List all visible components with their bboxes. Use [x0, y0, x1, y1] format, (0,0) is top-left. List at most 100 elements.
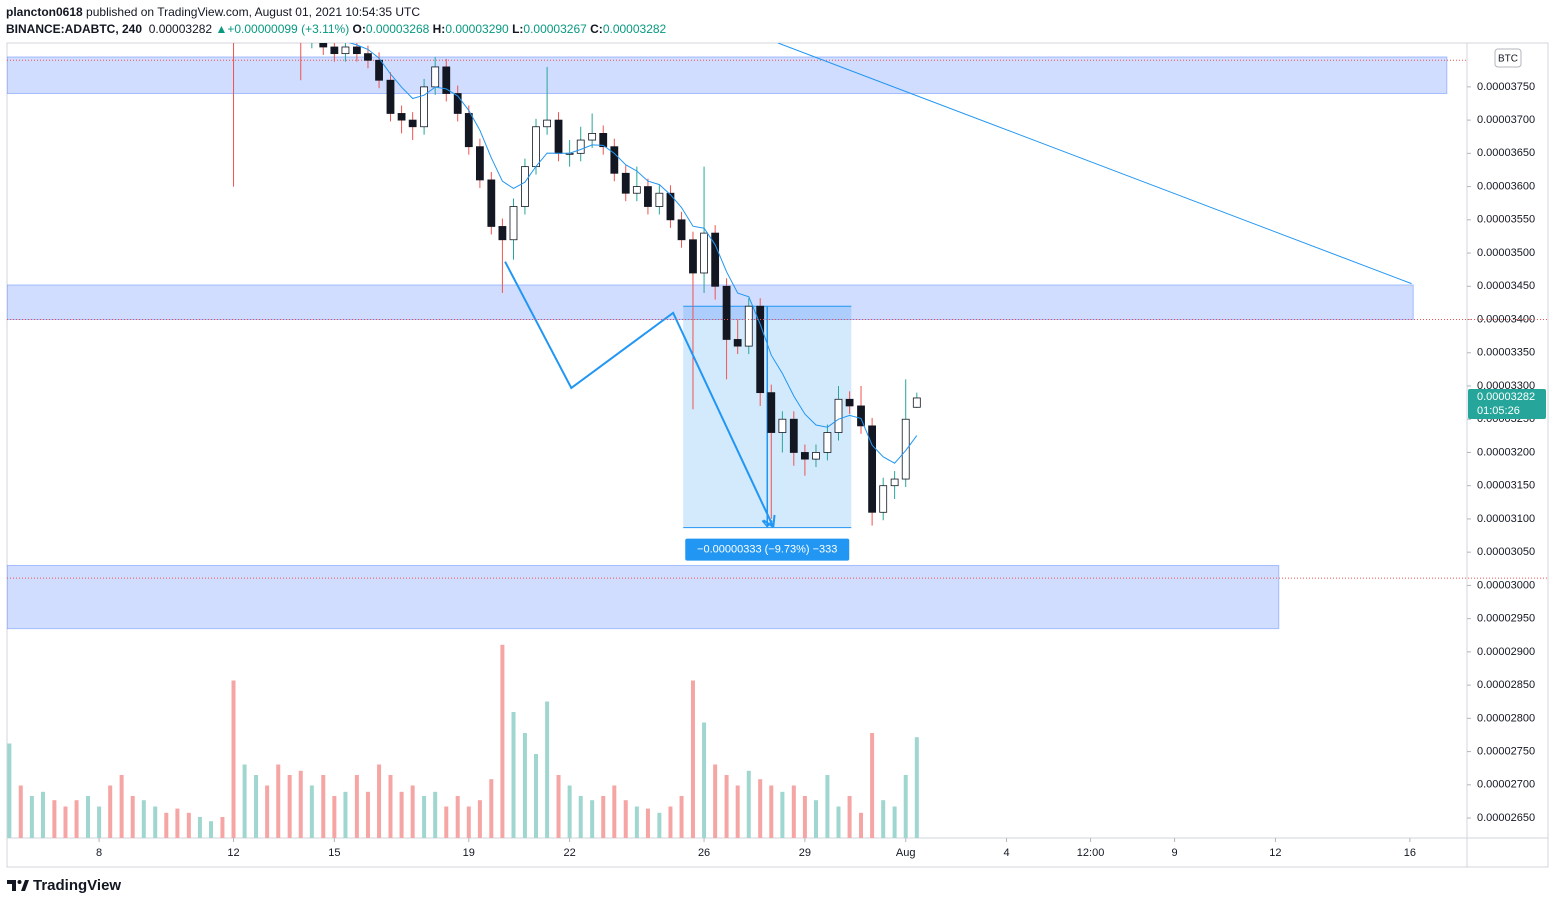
candle-body — [744, 305, 753, 347]
candle-body — [901, 418, 910, 480]
ohlc-key: C: — [590, 22, 603, 36]
candle-body — [219, 7, 226, 14]
candle-body — [6, 0, 13, 7]
candle-body — [73, 7, 80, 14]
candle-body — [498, 226, 507, 241]
volume-bar — [186, 812, 191, 838]
candle-body — [711, 232, 720, 287]
candle-body — [431, 66, 440, 88]
candle-body — [297, 34, 304, 41]
volume-bar — [813, 800, 818, 838]
volume-bar — [914, 737, 919, 838]
volume-bar — [657, 812, 662, 838]
ohlc: O:0.00003268 H:0.00003290 L:0.00003267 C… — [353, 22, 667, 36]
candle-body — [879, 485, 888, 513]
candle-body — [912, 397, 921, 408]
volume-bar — [892, 806, 897, 838]
price-badge-value: 0.00003282 — [1477, 391, 1535, 403]
x-tick-label: 8 — [96, 847, 102, 859]
volume-bar — [758, 779, 763, 838]
candle-body — [341, 46, 350, 55]
candle-body — [408, 119, 417, 128]
currency: BTC — [1498, 54, 1518, 65]
candle-body — [576, 139, 585, 154]
candle-body — [308, 34, 315, 41]
candle-body — [185, 14, 192, 21]
volume-bar — [141, 800, 146, 838]
candle-body — [62, 0, 69, 7]
volume-bar — [690, 680, 695, 838]
frame — [6, 42, 1549, 868]
candle-body — [96, 0, 103, 4]
candle-body — [689, 239, 697, 274]
y-tick-label: 0.00003200 — [1477, 446, 1535, 458]
candle-body — [464, 113, 473, 148]
candle-body — [834, 398, 843, 433]
y-tick-label: 0.00003550 — [1477, 214, 1535, 226]
candle-body — [778, 418, 787, 433]
volume-bar — [265, 785, 270, 838]
candle-body — [666, 192, 675, 221]
volume-bar — [97, 806, 102, 838]
candle-body — [241, 14, 248, 27]
volume-bar — [511, 712, 516, 838]
y-tick-label: 0.00002750 — [1477, 745, 1535, 757]
candle-body — [475, 146, 484, 181]
volume-bar — [422, 796, 427, 838]
volume-bar — [634, 806, 639, 838]
volume-bar — [735, 785, 740, 838]
volume-bar — [534, 754, 539, 838]
candle-body — [487, 179, 496, 227]
x-tick-label: 22 — [563, 847, 575, 859]
volume-bar — [466, 806, 471, 838]
volume-bar — [780, 791, 785, 838]
volume-bar — [29, 796, 34, 838]
volume-bar — [63, 806, 68, 838]
volume-bar — [847, 796, 852, 838]
volume-bar — [108, 785, 113, 838]
x-tick-label: 15 — [328, 847, 340, 859]
candle-body — [857, 405, 865, 427]
measure-label: −0.00000333 (−9.73%) −333 — [697, 543, 837, 555]
volume-bar — [903, 775, 908, 838]
publisher: plancton0618 — [6, 5, 83, 19]
x-tick-label: 16 — [1404, 847, 1416, 859]
volume-bar — [388, 775, 393, 838]
volume-bar — [859, 812, 864, 838]
volume-bar — [746, 770, 751, 838]
volume-bar — [612, 785, 617, 838]
zone — [7, 56, 1448, 95]
candle-body — [118, 0, 125, 7]
candle-body — [890, 478, 899, 487]
published: published on TradingView.com, August 01,… — [86, 5, 421, 19]
y-tick-label: 0.00003750 — [1477, 81, 1535, 93]
candle-body — [800, 452, 809, 460]
candle-body — [543, 119, 552, 128]
logo-icon — [7, 880, 29, 891]
volume-bar — [769, 785, 774, 838]
volume-bar — [175, 808, 180, 838]
candle-body — [453, 93, 462, 114]
candle-body — [264, 7, 271, 14]
volume-bar — [119, 775, 124, 838]
ohlc-key: O: — [352, 22, 366, 36]
candle-body — [509, 206, 518, 241]
volume-bar — [399, 791, 404, 838]
candle-body — [756, 305, 765, 394]
symbol-line: BINANCE:ADABTC, 240 0.00003282 ▲+0.00000… — [6, 21, 666, 38]
candle-body — [174, 7, 181, 14]
change: +0.00000099 (+3.11%) — [227, 22, 350, 36]
y-tick-label: 0.00003700 — [1477, 114, 1535, 126]
volume-bar — [870, 733, 875, 838]
candle-body — [352, 46, 361, 55]
volume-bar — [332, 796, 337, 838]
volume-bar — [679, 796, 684, 838]
y-tick-label: 0.00003050 — [1477, 546, 1535, 558]
candle-body — [733, 339, 742, 347]
publish-line: plancton0618 published on TradingView.co… — [6, 4, 666, 21]
candle-body — [129, 7, 136, 14]
volume-bar — [590, 800, 595, 838]
candle-body — [632, 186, 641, 194]
x-tick-label: 9 — [1172, 847, 1178, 859]
volume-bar — [85, 796, 90, 838]
